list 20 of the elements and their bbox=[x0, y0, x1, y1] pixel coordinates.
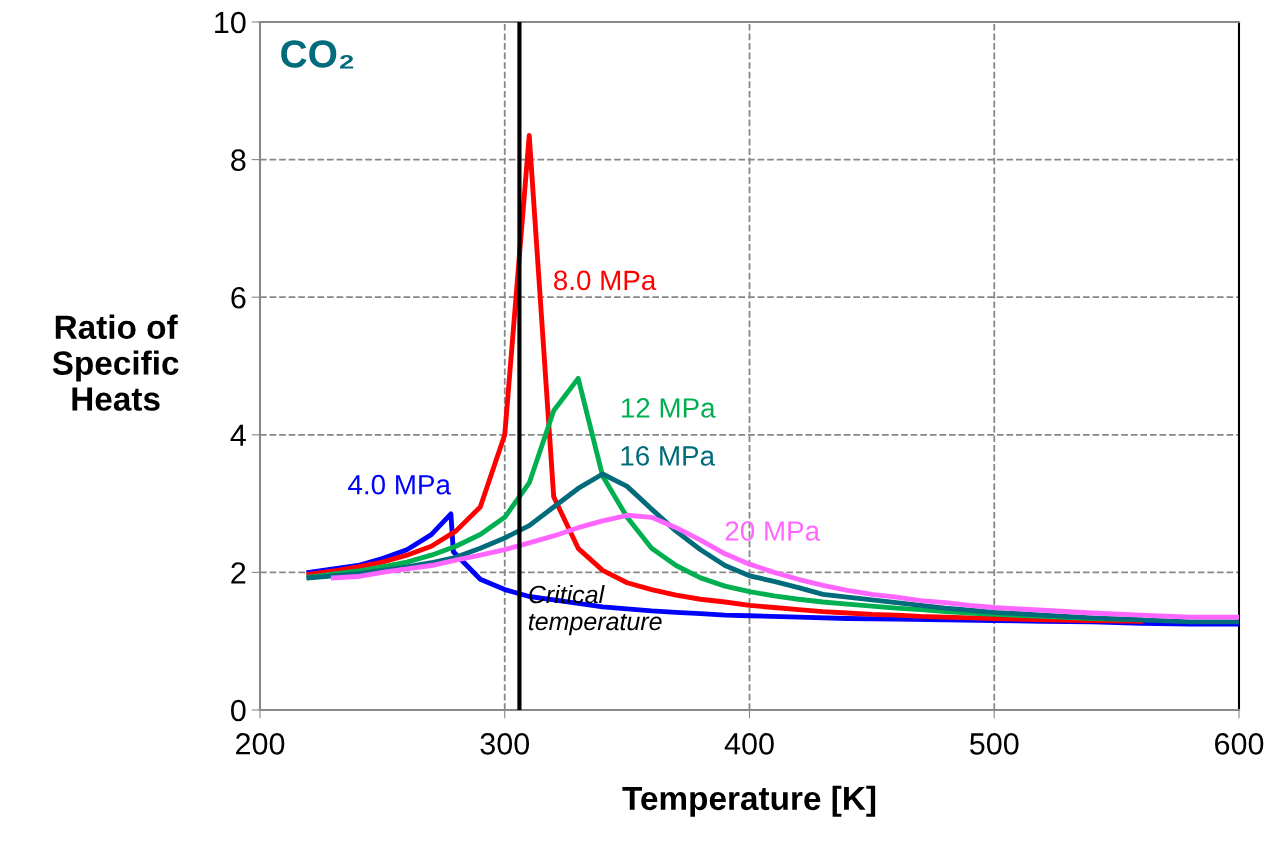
y-axis-title: Ratio of Specific Heats bbox=[52, 314, 179, 411]
x-axis-title: Temperature [K] bbox=[622, 785, 876, 817]
y-tick-label: 6 bbox=[231, 286, 246, 309]
x-tick-label: 200 bbox=[236, 733, 285, 755]
x-tick-label: 600 bbox=[1215, 733, 1264, 755]
chart-title: CO₂ bbox=[281, 40, 354, 69]
series-label: 12 MPa bbox=[621, 398, 716, 418]
y-tick-label: 4 bbox=[230, 424, 246, 446]
series-label: 16 MPa bbox=[621, 446, 716, 466]
series-label: 20 MPa bbox=[725, 521, 821, 541]
y-tick-label: 2 bbox=[231, 562, 246, 584]
series-label: 8.0 MPa bbox=[554, 270, 657, 291]
x-tick-label: 300 bbox=[480, 733, 530, 755]
ref-line-label: Critical temperature bbox=[528, 585, 662, 636]
x-tick-label: 500 bbox=[969, 733, 1019, 755]
y-tick-label: 8 bbox=[231, 149, 246, 171]
y-tick-label: 0 bbox=[231, 699, 246, 722]
y-tick-label: 10 bbox=[215, 11, 246, 34]
x-tick-label: 400 bbox=[724, 733, 774, 755]
series-label: 4.0 MPa bbox=[348, 474, 451, 495]
